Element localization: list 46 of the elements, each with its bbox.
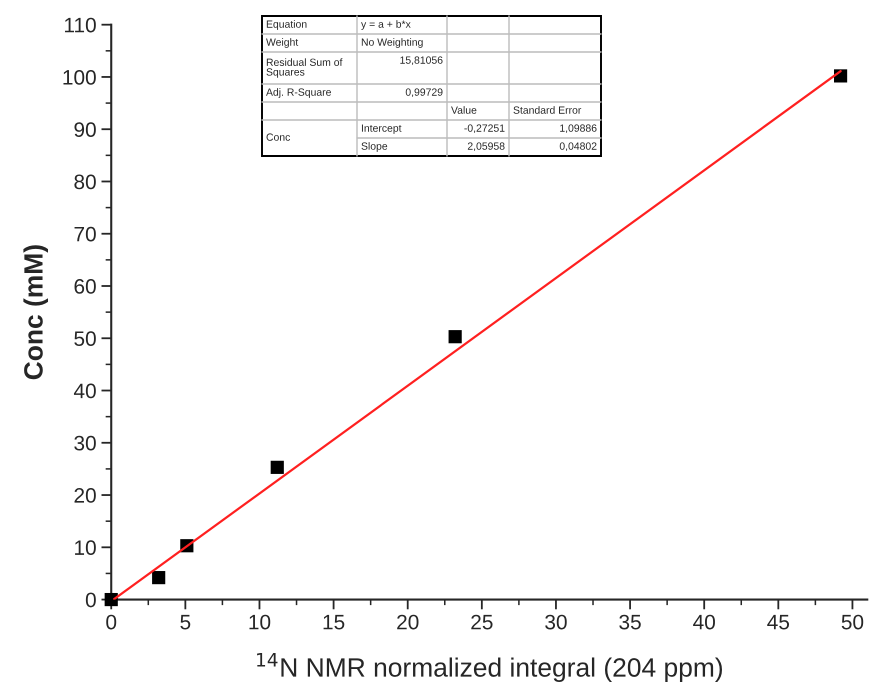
y-tick-label: 80 (74, 174, 96, 190)
x-tick-label: 35 (619, 614, 641, 630)
annotation: Intercept (362, 124, 402, 134)
x-tick-label: 10 (249, 614, 270, 630)
annotation: No Weighting (362, 38, 423, 48)
y-tick-label: 100 (63, 70, 96, 85)
y-tick-label: 20 (74, 488, 96, 503)
annotation: 1,09886 (560, 124, 597, 134)
annotation: Residual Sum of Squares (266, 58, 342, 78)
y-tick-label: 40 (74, 384, 96, 398)
point (104, 592, 118, 606)
y-tick-label: 70 (74, 226, 96, 242)
y-tick-label: 90 (74, 122, 96, 137)
y-axis-title: Conc (mM) (23, 245, 48, 380)
annotation: 0,04802 (560, 142, 596, 152)
y-tick-label: 110 (65, 18, 96, 32)
x-tick-label: 25 (471, 614, 493, 630)
point (152, 571, 166, 584)
x-tick-label: 45 (767, 614, 790, 630)
annotation: -0,27251 (464, 124, 504, 134)
x-tick-label: 0 (106, 614, 116, 630)
point (270, 460, 284, 474)
annotation: Conc (266, 133, 290, 141)
annotation: y = a + b*x (361, 20, 411, 30)
annotation: 0,99729 (406, 88, 443, 98)
annotation: Slope (361, 142, 388, 152)
x-tick-label: 50 (842, 614, 864, 630)
annotation: Adj. R-Square (266, 88, 331, 98)
annotation: Value (451, 106, 476, 114)
x-tick-label: 30 (545, 614, 567, 630)
annotation: 15,81056 (400, 56, 443, 66)
y-tick-label: 0 (86, 592, 96, 608)
x-tick-label: 40 (693, 614, 715, 630)
y-tick-label: 10 (75, 540, 96, 556)
x-tick-label: 20 (397, 614, 418, 630)
y-tick-label: 30 (74, 436, 96, 451)
annotation: Standard Error (513, 106, 582, 114)
x-tick-label: 5 (180, 614, 190, 630)
y-tick-label: 60 (74, 279, 96, 294)
y-tick-label: 50 (74, 331, 96, 346)
point (448, 330, 462, 344)
annotation: Weight (266, 38, 298, 48)
annotation: 2,05958 (468, 142, 505, 152)
x-tick-label: 15 (324, 614, 344, 630)
x-axis-title: $^{14}$N NMR normalized integral (204 ppm) (257, 653, 722, 682)
annotation: Equation (266, 20, 306, 30)
